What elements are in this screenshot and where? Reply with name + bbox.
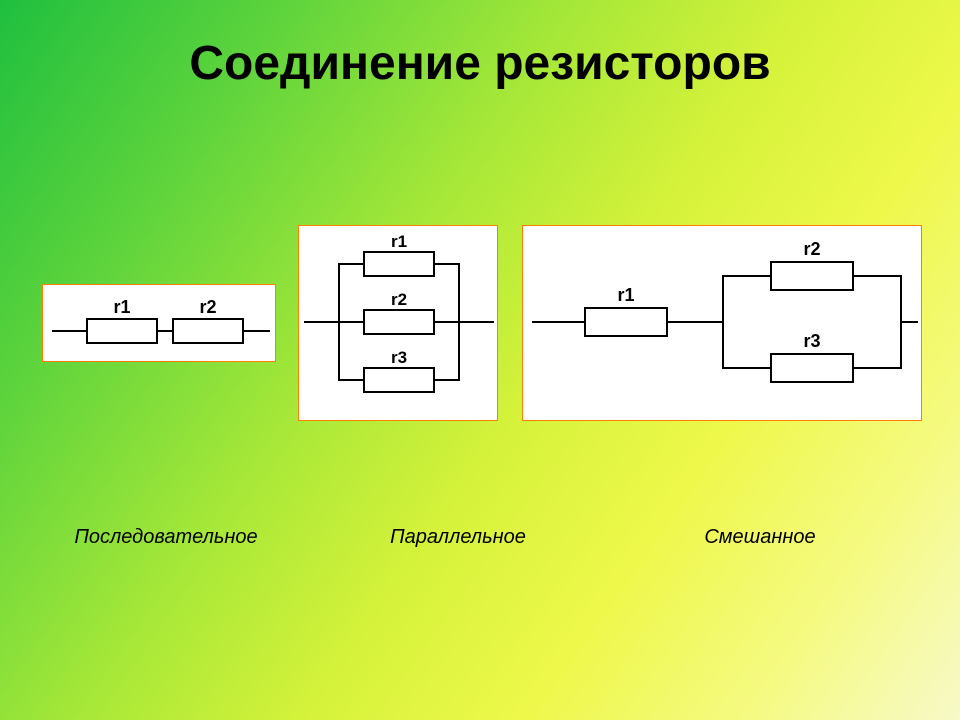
resistor-label-r3: r3 (803, 331, 820, 351)
resistor-r1 (364, 252, 434, 276)
resistor-r2 (771, 262, 853, 290)
diagram-serial: r1 r2 (42, 284, 276, 362)
resistor-r2 (173, 319, 243, 343)
caption-serial: Последовательное (56, 526, 276, 549)
caption-mixed: Смешанное (650, 526, 870, 549)
resistor-label-r2: r2 (391, 290, 407, 309)
caption-parallel: Параллельное (348, 526, 568, 549)
diagram-parallel: r1 r2 r3 (298, 225, 498, 421)
resistor-label-r1: r1 (113, 297, 130, 317)
resistor-r1 (585, 308, 667, 336)
resistor-label-r1: r1 (391, 232, 407, 251)
resistor-label-r2: r2 (803, 239, 820, 259)
resistor-label-r1: r1 (617, 285, 634, 305)
resistor-r2 (364, 310, 434, 334)
resistor-r3 (771, 354, 853, 382)
resistor-r1 (87, 319, 157, 343)
page-title: Соединение резисторов (0, 36, 960, 91)
resistor-r3 (364, 368, 434, 392)
resistor-label-r2: r2 (199, 297, 216, 317)
resistor-label-r3: r3 (391, 348, 407, 367)
diagram-mixed: r1 r2 r3 (522, 225, 922, 421)
